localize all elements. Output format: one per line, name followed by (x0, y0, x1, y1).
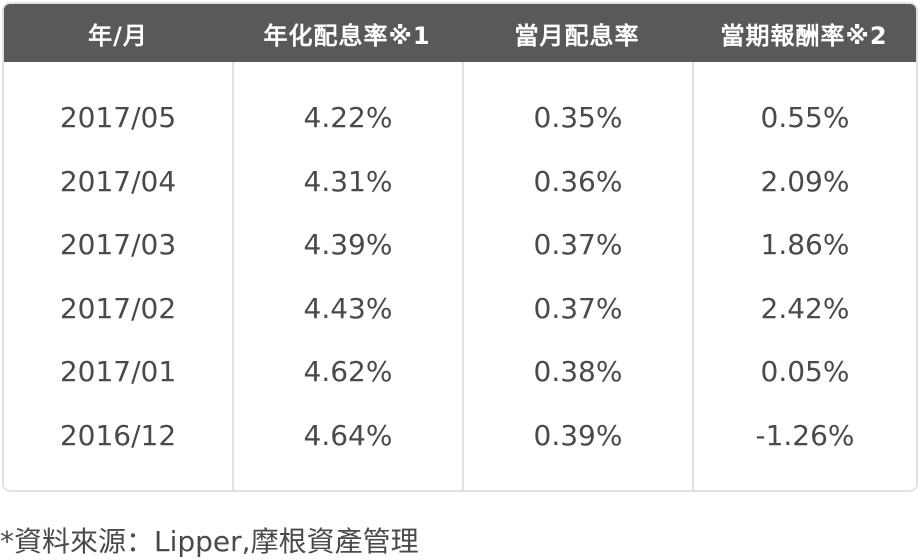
table-cell: 4.31% (303, 164, 393, 198)
table-cell: 0.36% (533, 164, 623, 198)
table-cell: 1.86% (760, 228, 850, 262)
header-annualized-rate: 年化配息率※1 (263, 21, 431, 50)
table-cell: 0.55% (760, 101, 850, 135)
header-year-month: 年/月 (88, 21, 148, 50)
table-cell: 2.09% (760, 164, 850, 198)
table-cell: 0.35% (533, 101, 623, 135)
header-period-return: 當期報酬率※2 (720, 21, 888, 50)
table-cell: 4.22% (303, 101, 393, 135)
source-footnote: *資料來源：Lipper,摩根資產管理 (0, 525, 419, 558)
table-cell: 0.37% (533, 228, 623, 262)
table-cell: 2017/05 (59, 101, 177, 135)
column-year-month: 2017/05 2017/04 2017/03 2017/02 2017/01 … (4, 62, 232, 490)
table-body: 2017/05 2017/04 2017/03 2017/02 2017/01 … (4, 62, 916, 490)
table-cell: 2017/02 (59, 291, 177, 325)
header-monthly-rate: 當月配息率 (514, 21, 640, 50)
table-cell: 2.42% (760, 291, 850, 325)
table-cell: 4.62% (303, 355, 393, 389)
table-cell: 4.43% (303, 291, 393, 325)
table-cell: 2017/03 (59, 228, 177, 262)
table-cell: 0.39% (533, 418, 623, 452)
table-header-row: 年/月 年化配息率※1 當月配息率 當期報酬率※2 (4, 4, 916, 62)
column-monthly-rate: 0.35% 0.36% 0.37% 0.37% 0.38% 0.39% (462, 62, 692, 490)
column-period-return: 0.55% 2.09% 1.86% 2.42% 0.05% -1.26% (692, 62, 916, 490)
table-cell: 2017/04 (59, 164, 177, 198)
table-cell: 0.38% (533, 355, 623, 389)
table-cell: 2016/12 (59, 418, 177, 452)
table-cell: 0.37% (533, 291, 623, 325)
table-cell: 4.64% (303, 418, 393, 452)
column-annualized-rate: 4.22% 4.31% 4.39% 4.43% 4.62% 4.64% (232, 62, 462, 490)
table-cell: 2017/01 (59, 355, 177, 389)
table-cell: 4.39% (303, 228, 393, 262)
distribution-table: 年/月 年化配息率※1 當月配息率 當期報酬率※2 2017/05 2017/0… (2, 2, 918, 492)
table-cell: -1.26% (755, 418, 855, 452)
table-cell: 0.05% (760, 355, 850, 389)
